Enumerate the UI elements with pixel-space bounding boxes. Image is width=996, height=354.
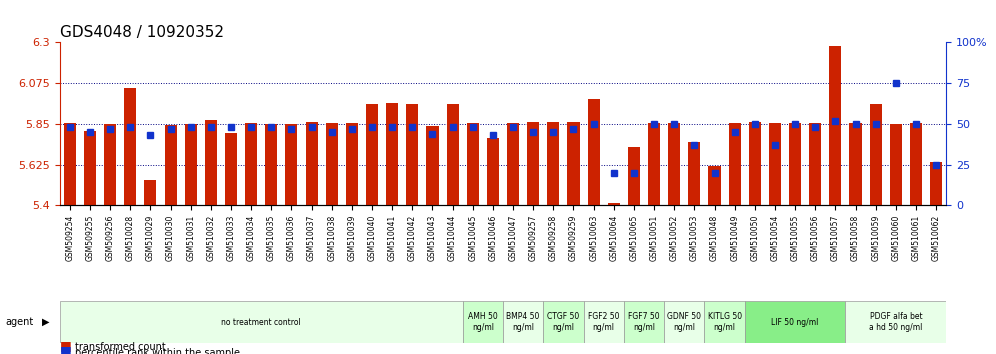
FancyBboxPatch shape <box>664 301 704 343</box>
Bar <box>729 123 741 354</box>
Bar <box>84 131 96 354</box>
Bar <box>205 120 217 354</box>
Bar <box>446 104 458 354</box>
Bar <box>910 123 922 354</box>
Bar <box>225 133 237 354</box>
FancyBboxPatch shape <box>623 301 664 343</box>
Bar <box>688 142 700 354</box>
FancyBboxPatch shape <box>584 301 623 343</box>
Bar <box>850 123 862 354</box>
Text: agent: agent <box>5 317 33 327</box>
Text: FGF7 50
ng/ml: FGF7 50 ng/ml <box>628 313 659 332</box>
Text: GDS4048 / 10920352: GDS4048 / 10920352 <box>60 25 224 40</box>
Bar <box>608 202 620 354</box>
Bar <box>144 180 156 354</box>
Bar <box>507 123 519 354</box>
Bar <box>930 162 942 354</box>
Bar <box>769 123 781 354</box>
FancyBboxPatch shape <box>704 301 745 343</box>
Bar <box>64 123 76 354</box>
Bar <box>124 88 136 354</box>
Bar <box>870 104 881 354</box>
Text: transformed count: transformed count <box>75 342 165 352</box>
Text: FGF2 50
ng/ml: FGF2 50 ng/ml <box>588 313 620 332</box>
Text: CTGF 50
ng/ml: CTGF 50 ng/ml <box>547 313 580 332</box>
Bar <box>164 125 176 354</box>
Bar <box>708 166 720 354</box>
Bar <box>648 123 660 354</box>
Bar <box>548 122 560 354</box>
FancyBboxPatch shape <box>60 301 463 343</box>
Bar <box>265 124 277 354</box>
Text: GDNF 50
ng/ml: GDNF 50 ng/ml <box>667 313 701 332</box>
Bar <box>346 123 358 354</box>
Bar <box>105 124 117 354</box>
Bar <box>830 46 842 354</box>
Text: ■: ■ <box>60 339 72 352</box>
Bar <box>366 104 378 354</box>
Bar <box>789 123 801 354</box>
Bar <box>286 124 298 354</box>
Text: ■: ■ <box>60 344 72 354</box>
Text: percentile rank within the sample: percentile rank within the sample <box>75 348 240 354</box>
FancyBboxPatch shape <box>543 301 584 343</box>
Bar <box>668 123 680 354</box>
Bar <box>889 124 902 354</box>
FancyBboxPatch shape <box>745 301 846 343</box>
Text: ▶: ▶ <box>42 317 50 327</box>
Text: no treatment control: no treatment control <box>221 318 301 327</box>
Bar <box>809 123 822 354</box>
Bar <box>487 138 499 354</box>
Bar <box>527 122 539 354</box>
Bar <box>749 122 761 354</box>
Bar <box>326 123 338 354</box>
Bar <box>588 99 600 354</box>
Bar <box>184 124 197 354</box>
Text: PDGF alfa bet
a hd 50 ng/ml: PDGF alfa bet a hd 50 ng/ml <box>870 313 922 332</box>
FancyBboxPatch shape <box>463 301 503 343</box>
FancyBboxPatch shape <box>503 301 543 343</box>
Bar <box>406 104 418 354</box>
Text: LIF 50 ng/ml: LIF 50 ng/ml <box>772 318 819 327</box>
Bar <box>386 103 398 354</box>
FancyBboxPatch shape <box>846 301 946 343</box>
Bar <box>426 126 438 354</box>
Bar <box>568 122 580 354</box>
Bar <box>245 123 257 354</box>
Text: KITLG 50
ng/ml: KITLG 50 ng/ml <box>707 313 742 332</box>
Bar <box>306 122 318 354</box>
Text: AMH 50
ng/ml: AMH 50 ng/ml <box>468 313 498 332</box>
Bar <box>467 123 479 354</box>
Text: BMP4 50
ng/ml: BMP4 50 ng/ml <box>506 313 540 332</box>
Bar <box>627 147 640 354</box>
